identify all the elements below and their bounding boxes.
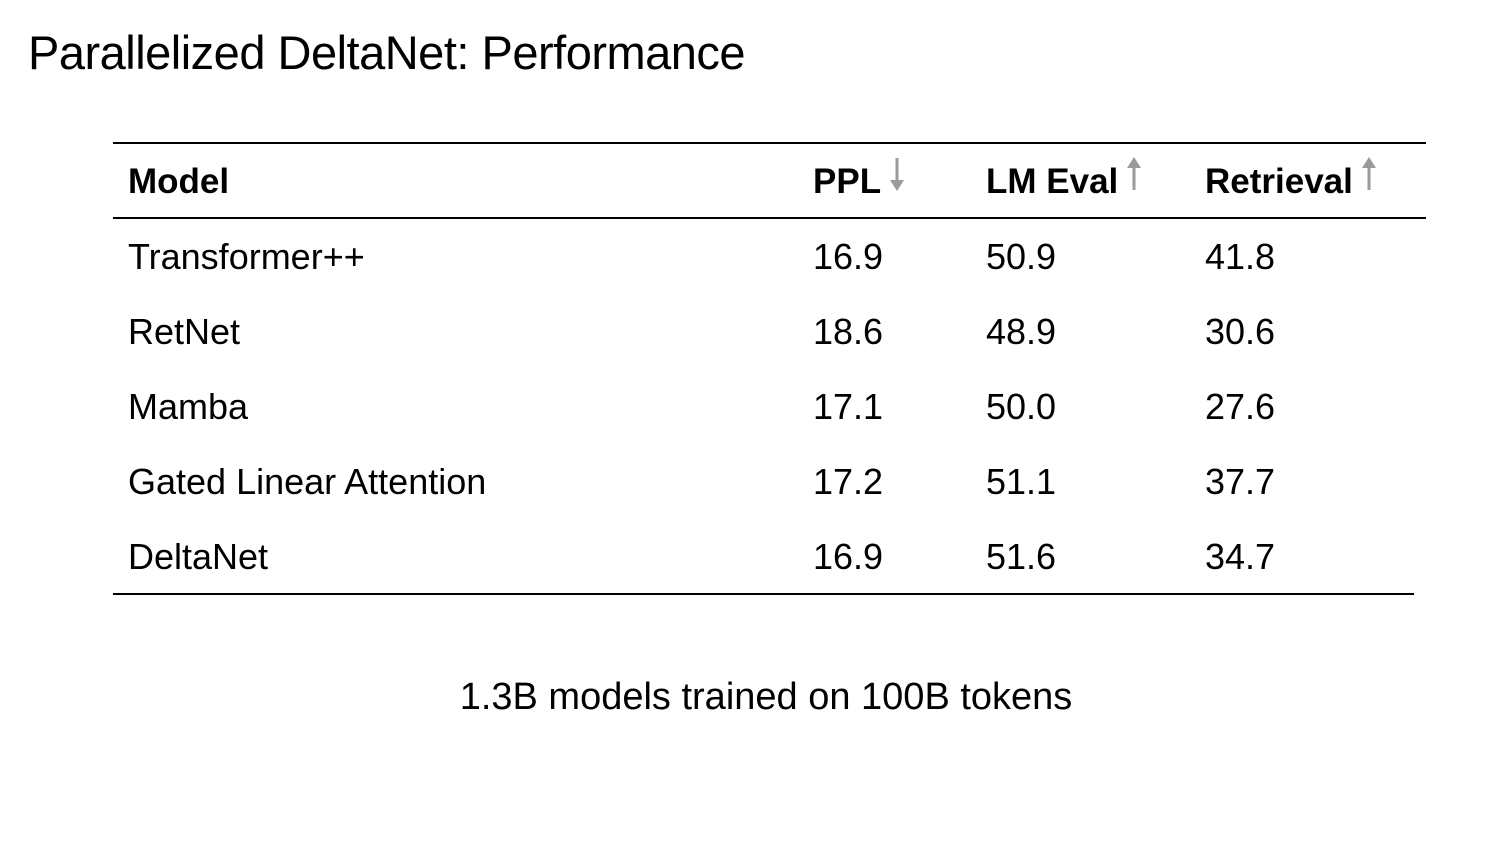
arrow-up-icon	[1126, 143, 1142, 218]
cell-lm-eval: 48.9	[986, 311, 1057, 352]
cell-retrieval: 37.7	[1205, 461, 1276, 502]
cell-model: Gated Linear Attention	[128, 461, 487, 502]
cell-model: Mamba	[128, 386, 249, 427]
table-row: RetNet 18.6 48.9 30.6	[113, 294, 1426, 369]
table-caption: 1.3B models trained on 100B tokens	[459, 676, 1073, 718]
arrow-up-icon	[1361, 143, 1377, 218]
header-ppl: PPL	[813, 144, 905, 219]
header-retrieval-label: Retrieval	[1205, 162, 1353, 201]
header-lm-eval-label: LM Eval	[986, 162, 1119, 201]
cell-ppl: 18.6	[813, 311, 884, 352]
cell-ppl: 17.1	[813, 386, 884, 427]
table-bottom-rule	[113, 593, 1414, 595]
cell-model: RetNet	[128, 311, 241, 352]
table-row: Gated Linear Attention 17.2 51.1 37.7	[113, 444, 1426, 519]
cell-retrieval: 30.6	[1205, 311, 1276, 352]
header-ppl-label: PPL	[813, 162, 882, 201]
cell-model: Transformer++	[128, 236, 365, 277]
table-row: Mamba 17.1 50.0 27.6	[113, 369, 1426, 444]
table-header-row: Model PPL LM Eval Retrieval	[113, 144, 1426, 219]
cell-model: DeltaNet	[128, 536, 269, 577]
cell-retrieval: 41.8	[1205, 236, 1276, 277]
cell-ppl: 16.9	[813, 536, 884, 577]
arrow-down-icon	[889, 143, 905, 218]
header-retrieval: Retrieval	[1205, 144, 1377, 219]
cell-lm-eval: 50.9	[986, 236, 1057, 277]
table-row: DeltaNet 16.9 51.6 34.7	[113, 519, 1426, 594]
cell-ppl: 17.2	[813, 461, 884, 502]
page-title: Parallelized DeltaNet: Performance	[28, 26, 746, 79]
header-model: Model	[128, 162, 230, 201]
header-lm-eval: LM Eval	[986, 144, 1142, 219]
cell-ppl: 16.9	[813, 236, 884, 277]
table-row: Transformer++ 16.9 50.9 41.8	[113, 219, 1426, 294]
cell-retrieval: 27.6	[1205, 386, 1276, 427]
table-header-rule	[113, 217, 1426, 219]
cell-retrieval: 34.7	[1205, 536, 1276, 577]
cell-lm-eval: 51.1	[986, 461, 1057, 502]
table-top-rule	[113, 142, 1426, 144]
cell-lm-eval: 51.6	[986, 536, 1057, 577]
cell-lm-eval: 50.0	[986, 386, 1057, 427]
